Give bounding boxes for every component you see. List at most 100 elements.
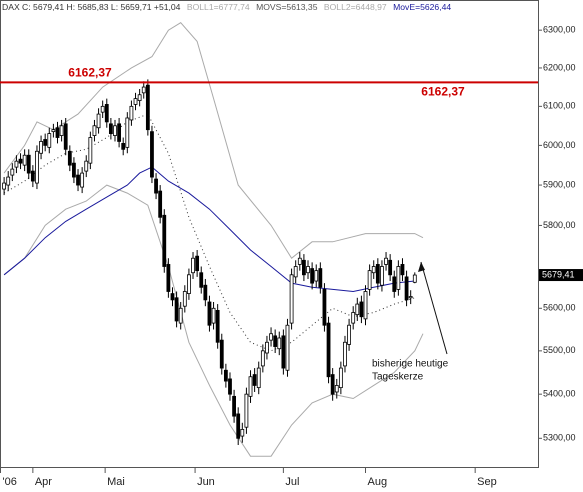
candle-body bbox=[187, 274, 191, 294]
candle-body bbox=[117, 123, 121, 142]
candle-body bbox=[182, 291, 187, 307]
candle-body bbox=[133, 98, 138, 105]
y-tick-label: 5300,00 bbox=[543, 433, 576, 443]
header-move: MovE=5626,44 bbox=[393, 2, 451, 12]
candle-body bbox=[293, 266, 298, 278]
candle-body bbox=[207, 301, 212, 326]
candle-body bbox=[76, 174, 80, 186]
x-tick-label: Jul bbox=[285, 476, 299, 488]
candle-body bbox=[199, 272, 204, 288]
header: DAX C: 5679,41 H: 5685,83 L: 5659,71 +51… bbox=[2, 2, 451, 12]
annotation: Tageskerze bbox=[372, 372, 424, 383]
candle-body bbox=[260, 350, 265, 367]
candle-body bbox=[285, 324, 290, 371]
candle-body bbox=[88, 137, 93, 164]
x-tick-label: Apr bbox=[35, 476, 52, 488]
header-movs: MOVS=5613,35 bbox=[256, 2, 318, 12]
candle-body bbox=[392, 276, 397, 292]
candle-body bbox=[203, 284, 208, 301]
candle-body bbox=[43, 139, 48, 146]
candle-body bbox=[100, 105, 105, 113]
candle-body bbox=[334, 385, 339, 393]
candle-body bbox=[80, 172, 85, 188]
x-tick-label: Jun bbox=[197, 476, 215, 488]
candle-body bbox=[330, 374, 335, 395]
candle-body bbox=[219, 339, 224, 369]
candle-body bbox=[256, 367, 261, 389]
candle-body bbox=[174, 297, 179, 322]
reference-label: 6162,37 bbox=[421, 84, 465, 98]
candle-body bbox=[367, 270, 372, 290]
candle-body bbox=[47, 133, 52, 148]
y-tick-label: 5800,00 bbox=[543, 220, 576, 230]
candle-body bbox=[6, 176, 11, 186]
last-price-label: 5679,41 bbox=[542, 269, 575, 279]
candle-body bbox=[375, 264, 380, 284]
candle-body bbox=[14, 160, 19, 168]
candle-body bbox=[141, 86, 146, 94]
candle-body bbox=[314, 270, 319, 282]
candle-body bbox=[297, 257, 302, 265]
candle-body bbox=[281, 335, 286, 369]
candle-body bbox=[412, 274, 417, 283]
candle-body bbox=[400, 264, 405, 276]
candle-body bbox=[145, 84, 150, 131]
last-price-box bbox=[539, 269, 583, 282]
candle-body bbox=[244, 393, 249, 428]
candle-body bbox=[104, 104, 109, 123]
candle-body bbox=[137, 94, 142, 101]
candle-body bbox=[84, 160, 89, 172]
candle-body bbox=[322, 288, 327, 326]
candle-body bbox=[166, 264, 171, 292]
candle-body bbox=[347, 324, 351, 345]
candle-body bbox=[277, 337, 282, 350]
candle-body bbox=[39, 141, 43, 154]
candle-body bbox=[310, 268, 315, 284]
candle-body bbox=[223, 369, 228, 382]
candle-body bbox=[170, 293, 175, 301]
candle-body bbox=[215, 310, 220, 343]
y-tick-label: 6200,00 bbox=[543, 62, 576, 72]
candle-body bbox=[289, 274, 294, 324]
candle-body bbox=[326, 322, 331, 378]
header-boll1: BOLL1=6777,74 bbox=[187, 2, 250, 12]
candle-body bbox=[338, 367, 343, 389]
y-tick-label: 5900,00 bbox=[543, 179, 576, 189]
candle-body bbox=[92, 125, 97, 136]
candle-body bbox=[18, 158, 23, 164]
candle-body bbox=[59, 125, 64, 136]
candle-body bbox=[125, 117, 130, 148]
overlay-line bbox=[3, 184, 424, 457]
y-tick-label: 5500,00 bbox=[543, 345, 576, 355]
candle-body bbox=[388, 259, 393, 276]
plot-area bbox=[2, 22, 424, 457]
candle-body bbox=[30, 170, 35, 182]
y-tick-label: 5400,00 bbox=[543, 389, 576, 399]
header-price: DAX C: 5679,41 H: 5685,83 L: 5659,71 +51… bbox=[2, 2, 181, 12]
candle-body bbox=[265, 341, 269, 354]
header-boll2: BOLL2=6448,97 bbox=[324, 2, 387, 12]
candle-body bbox=[10, 168, 15, 176]
candle-body bbox=[129, 105, 134, 121]
candle-body bbox=[359, 301, 364, 318]
annotation: bisherige heutige bbox=[372, 359, 449, 370]
reference-label: 6162,37 bbox=[68, 65, 112, 79]
candle-body bbox=[26, 154, 31, 174]
arrow-head bbox=[418, 262, 425, 272]
candle-body bbox=[302, 259, 306, 276]
candle-body bbox=[306, 266, 310, 274]
candle-body bbox=[343, 341, 347, 367]
candle-body bbox=[22, 154, 27, 166]
candle-body bbox=[67, 150, 72, 166]
x-tick-label: Aug bbox=[368, 476, 388, 488]
candle-body bbox=[211, 307, 216, 324]
candle-body bbox=[121, 143, 126, 150]
plot-frame bbox=[0, 0, 539, 468]
overlay-line bbox=[3, 113, 415, 352]
y-tick-label: 6100,00 bbox=[543, 101, 576, 111]
candle-body bbox=[252, 374, 257, 386]
candle-body bbox=[158, 190, 163, 218]
candle-body bbox=[162, 214, 167, 267]
y-tick-label: 6300,00 bbox=[543, 25, 576, 35]
candle-body bbox=[351, 312, 356, 324]
